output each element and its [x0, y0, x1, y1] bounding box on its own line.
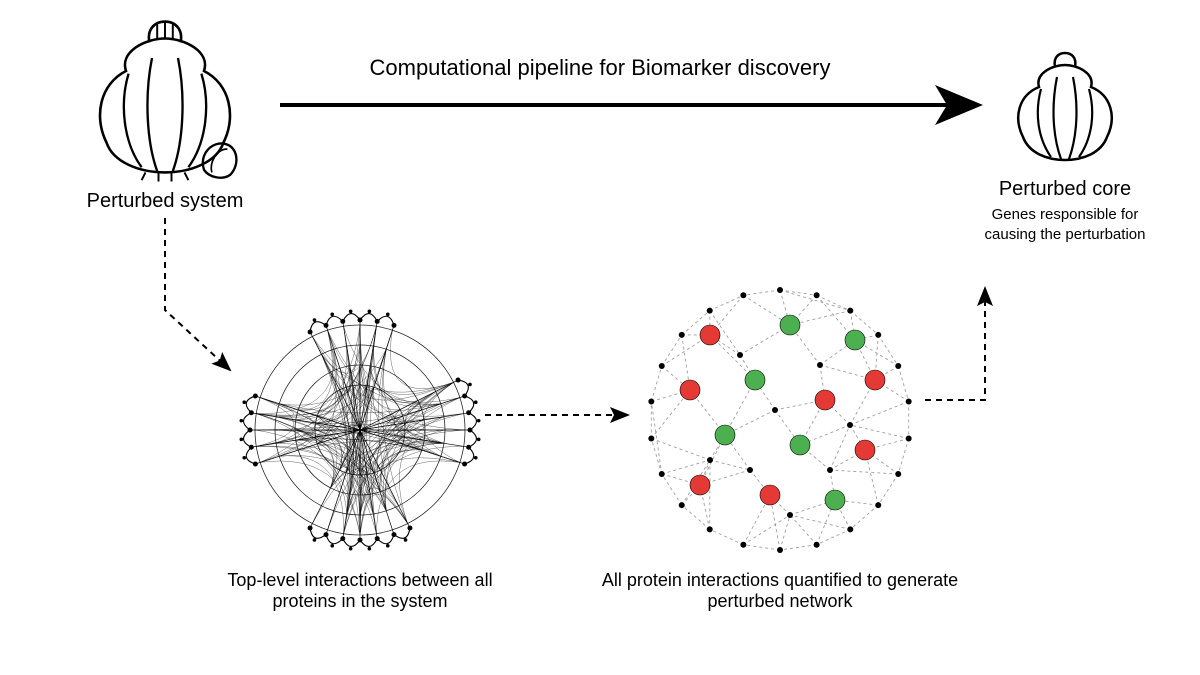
perturbed-system-label: Perturbed system — [65, 190, 265, 213]
perturbed-core-label: Perturbed core — [970, 178, 1160, 201]
circular-interaction-diagram — [240, 310, 481, 551]
network-diagram — [648, 287, 911, 553]
dashed-arrow-1 — [165, 218, 230, 370]
dashed-arrow-3 — [925, 288, 985, 400]
garlic-left-icon — [100, 22, 236, 182]
diagram-container: Computational pipeline for Biomarker dis… — [0, 0, 1200, 675]
perturbed-core-sublabel: Genes responsible for causing the pertur… — [970, 205, 1160, 244]
garlic-right-icon — [1018, 53, 1112, 160]
network-diagram-label: All protein interactions quantified to g… — [600, 570, 960, 612]
pipeline-title: Computational pipeline for Biomarker dis… — [280, 55, 920, 81]
circular-diagram-label: Top-level interactions between all prote… — [215, 570, 505, 612]
